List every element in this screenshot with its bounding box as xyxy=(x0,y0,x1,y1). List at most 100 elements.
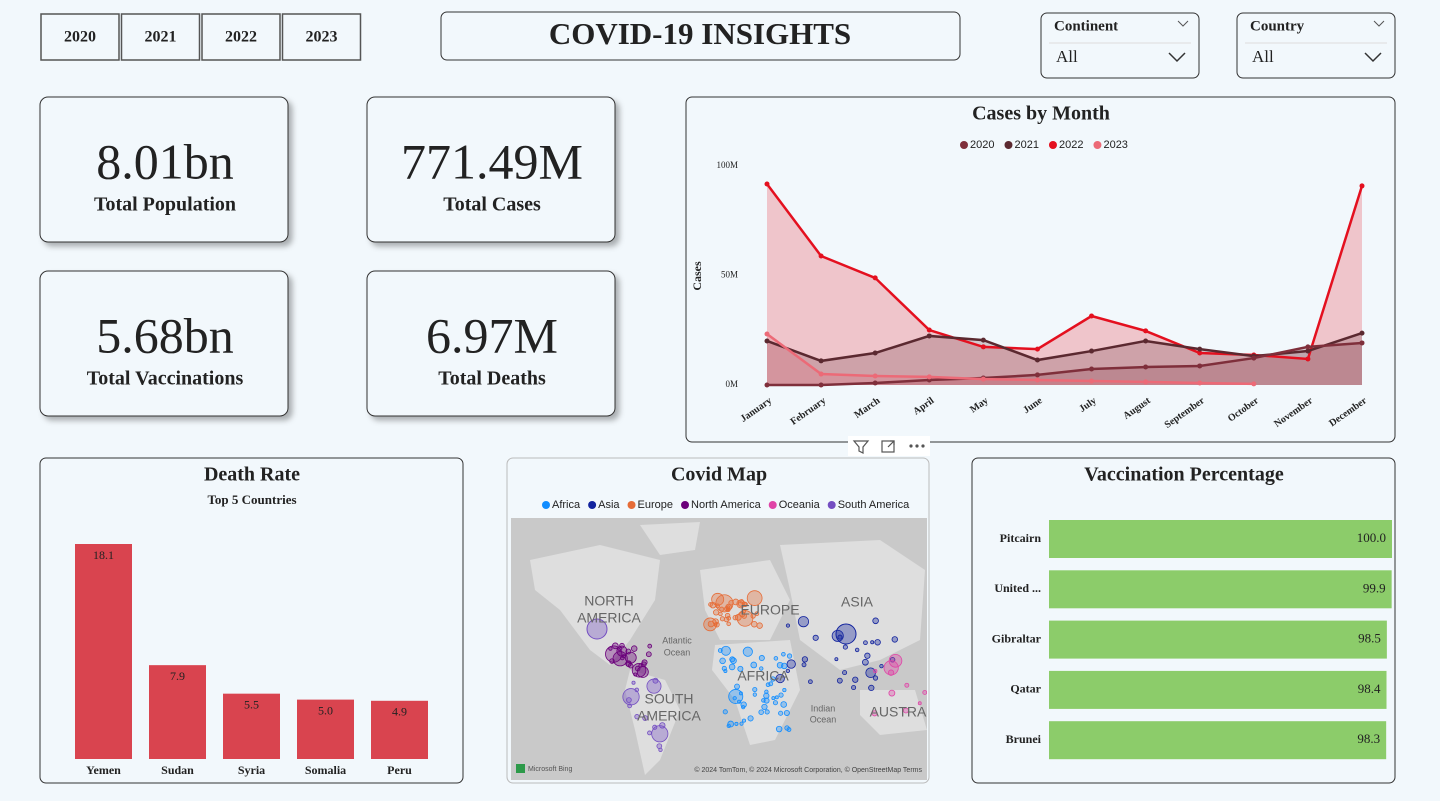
series-area xyxy=(767,333,1362,385)
year-button[interactable] xyxy=(40,13,120,61)
map-bubble xyxy=(778,710,784,716)
y-tick-label: United ... xyxy=(994,581,1041,595)
map-bubble xyxy=(834,657,839,662)
series-point xyxy=(1359,183,1365,189)
map-bubble xyxy=(783,709,790,716)
map-bubble xyxy=(754,611,760,617)
map-bubble xyxy=(619,642,625,649)
map-bubble xyxy=(724,612,731,619)
series-line xyxy=(767,341,1363,387)
slicer[interactable] xyxy=(1236,12,1396,79)
map-bubble xyxy=(781,651,786,657)
map-bubble xyxy=(631,680,636,685)
series-area xyxy=(767,183,1362,385)
map-label: AMERICA xyxy=(577,610,641,626)
slicer-label: Continent xyxy=(1054,18,1118,34)
map-legend-label: Europe xyxy=(638,499,673,511)
map-bubble xyxy=(765,682,771,688)
legend-marker xyxy=(1093,141,1102,149)
series-point xyxy=(872,275,878,281)
map-bubble xyxy=(624,651,637,664)
series-point xyxy=(818,382,824,388)
map-bubble xyxy=(747,715,754,722)
map-bubble xyxy=(854,647,860,653)
chart-title: Cases by Month xyxy=(972,103,1110,125)
year-button[interactable] xyxy=(201,13,281,61)
map-bubble xyxy=(801,656,809,663)
map-bubble xyxy=(864,652,871,659)
series-point xyxy=(1197,350,1203,356)
series-point xyxy=(980,376,986,382)
map-bubble xyxy=(774,695,779,700)
y-tick-label: Gibraltar xyxy=(992,631,1042,645)
map-bubble xyxy=(732,696,737,701)
map-bubble xyxy=(658,747,663,753)
map-bubble xyxy=(872,617,879,625)
kpi-label: Total Cases xyxy=(443,194,541,216)
map-bubble xyxy=(729,656,736,663)
map-bubble xyxy=(831,629,844,642)
year-button[interactable] xyxy=(281,13,362,61)
map-bubble xyxy=(739,721,744,726)
legend-marker xyxy=(1048,141,1057,149)
map-bubble xyxy=(785,623,791,628)
map-legend-marker xyxy=(542,501,550,509)
series-point xyxy=(764,181,770,187)
legend-label: 2021 xyxy=(1014,139,1038,151)
map-bubble xyxy=(634,714,640,720)
series-point xyxy=(1089,313,1095,319)
map-bubble xyxy=(808,679,813,685)
map-bubble xyxy=(736,610,754,627)
map-bubble xyxy=(708,602,713,607)
y-tick-label: Qatar xyxy=(1010,682,1041,696)
year-button-label: 2021 xyxy=(145,29,177,46)
map-bubble xyxy=(647,643,653,649)
map-bubble xyxy=(862,658,869,666)
map-bubble xyxy=(719,616,725,622)
map-bubble xyxy=(778,692,784,698)
bar xyxy=(223,693,280,759)
map-bubble xyxy=(645,651,652,658)
map-provider: Microsoft Bing xyxy=(528,766,572,773)
year-button[interactable] xyxy=(120,13,201,61)
map-bubble xyxy=(922,690,927,695)
map-bubble xyxy=(612,642,619,650)
series-point xyxy=(764,382,770,388)
bar-value-label: 98.3 xyxy=(1357,731,1380,746)
bing-logo xyxy=(516,764,525,773)
map-bubble xyxy=(785,668,791,674)
map-bubble xyxy=(713,622,718,627)
series-point xyxy=(872,380,878,386)
series-point xyxy=(1305,344,1311,350)
map-bubble xyxy=(634,687,640,693)
year-button-label: 2022 xyxy=(225,29,257,46)
map-bubble xyxy=(852,676,859,683)
series-point xyxy=(1143,364,1149,370)
map-bubble xyxy=(782,688,787,693)
map-bubble xyxy=(842,670,848,676)
legend-marker xyxy=(1004,141,1013,149)
map-label: Ocean xyxy=(664,647,691,657)
y-tick-label: 0M xyxy=(725,379,738,389)
map-bubble xyxy=(718,611,723,617)
map-label: NORTH xyxy=(584,593,634,609)
map-bubble xyxy=(728,663,736,671)
series-point xyxy=(1359,340,1365,346)
map-bubble xyxy=(775,673,785,684)
map-bubble xyxy=(737,665,744,672)
legend-marker xyxy=(960,141,968,149)
map-bubble xyxy=(871,710,878,717)
series-area xyxy=(767,342,1362,385)
series-point xyxy=(818,253,824,259)
map-bubble xyxy=(883,660,899,676)
map-bubble xyxy=(837,634,843,640)
series-point xyxy=(980,337,986,343)
map-label: Ocean xyxy=(810,714,837,724)
bar-value-label: 18.1 xyxy=(93,548,114,562)
chart-title: Vaccination Percentage xyxy=(1084,464,1284,486)
series-point xyxy=(1251,355,1257,361)
series-point xyxy=(1089,378,1095,384)
map-bubble xyxy=(642,715,648,721)
slicer[interactable] xyxy=(1040,12,1200,79)
map-bubble xyxy=(776,661,784,669)
